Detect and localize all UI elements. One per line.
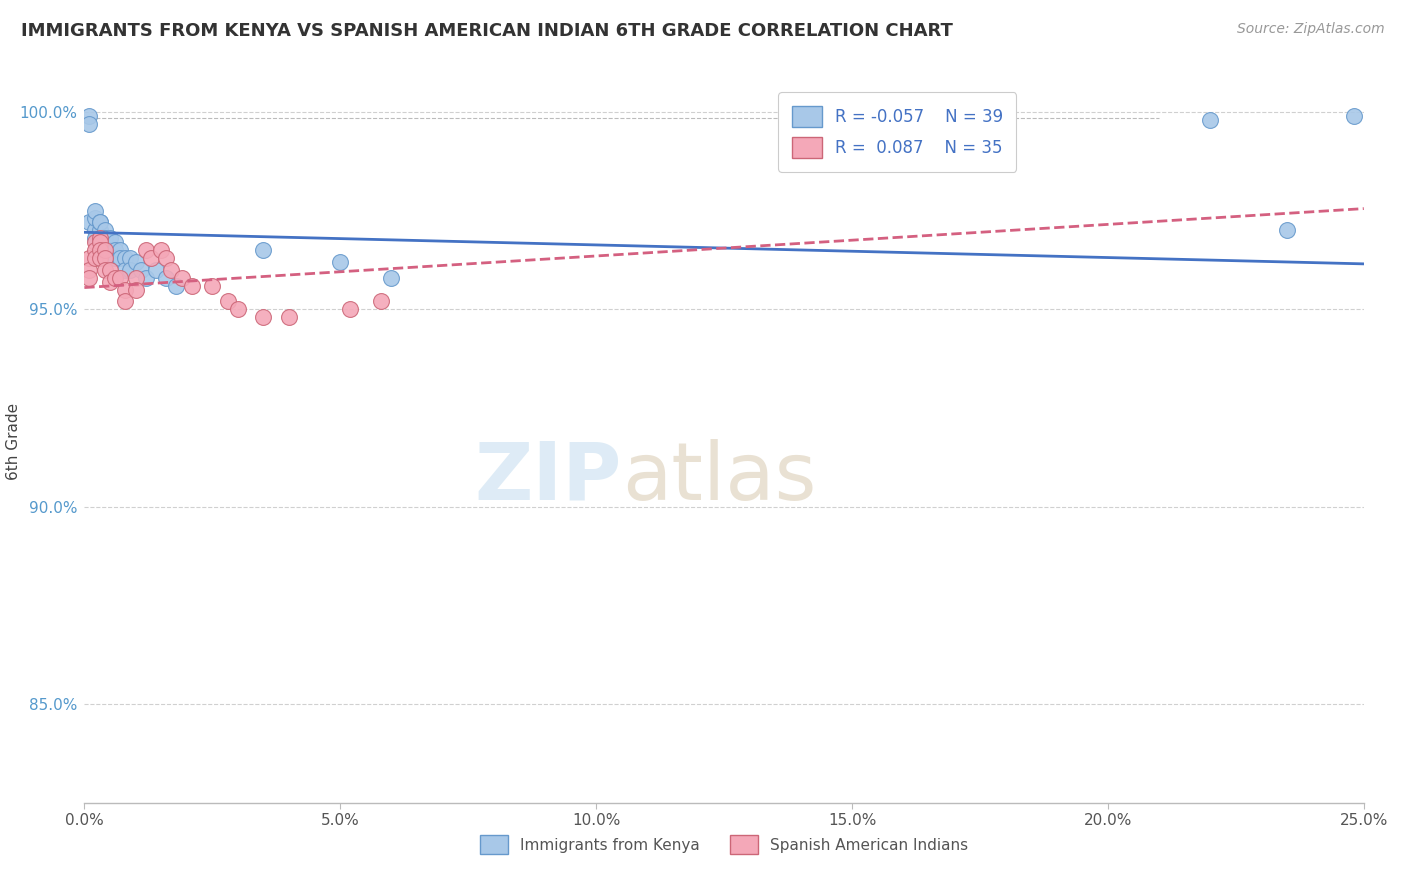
Point <box>160 262 183 277</box>
Point <box>98 251 121 265</box>
Point <box>252 243 274 257</box>
Point <box>104 270 127 285</box>
Point <box>217 294 239 309</box>
Point <box>108 251 131 265</box>
Point <box>94 231 117 245</box>
Point <box>83 235 105 249</box>
Point <box>89 231 111 245</box>
Point <box>89 223 111 237</box>
Point <box>83 251 105 265</box>
Point <box>339 302 361 317</box>
Point <box>155 270 177 285</box>
Point <box>94 243 117 257</box>
Point <box>98 262 121 277</box>
Point <box>278 310 301 325</box>
Point <box>380 270 402 285</box>
Point <box>180 278 202 293</box>
Point <box>89 235 111 249</box>
Point <box>201 278 224 293</box>
Point <box>89 243 111 257</box>
Point <box>108 243 131 257</box>
Point <box>79 262 101 277</box>
Legend: Immigrants from Kenya, Spanish American Indians: Immigrants from Kenya, Spanish American … <box>474 830 974 860</box>
Point <box>155 251 177 265</box>
Point <box>170 270 193 285</box>
Point <box>124 283 146 297</box>
Y-axis label: 6th Grade: 6th Grade <box>7 403 21 480</box>
Point <box>139 251 162 265</box>
Point <box>124 255 146 269</box>
Point <box>89 231 111 245</box>
Point <box>135 243 157 257</box>
Point <box>252 310 274 325</box>
Point <box>89 251 111 265</box>
Point <box>114 294 136 309</box>
Point <box>98 243 121 257</box>
Point <box>329 255 352 269</box>
Point <box>135 270 157 285</box>
Text: atlas: atlas <box>621 439 815 516</box>
Point <box>1343 109 1365 123</box>
Point <box>79 109 101 123</box>
Point <box>98 231 121 245</box>
Point <box>226 302 249 317</box>
Point <box>114 283 136 297</box>
Point <box>83 211 105 226</box>
Point <box>98 275 121 289</box>
Point <box>1199 112 1222 127</box>
Point <box>1275 223 1298 237</box>
Point <box>104 235 127 249</box>
Point <box>114 251 136 265</box>
Text: IMMIGRANTS FROM KENYA VS SPANISH AMERICAN INDIAN 6TH GRADE CORRELATION CHART: IMMIGRANTS FROM KENYA VS SPANISH AMERICA… <box>21 22 953 40</box>
Point <box>83 203 105 218</box>
Point <box>79 251 101 265</box>
Point <box>370 294 392 309</box>
Point <box>79 270 101 285</box>
Point <box>83 243 105 257</box>
Point <box>83 223 105 237</box>
Point <box>79 215 101 229</box>
Point <box>150 243 173 257</box>
Point <box>79 117 101 131</box>
Point <box>94 243 117 257</box>
Point <box>120 262 142 277</box>
Point <box>124 270 146 285</box>
Point <box>120 251 142 265</box>
Point <box>114 262 136 277</box>
Point <box>89 235 111 249</box>
Point <box>104 243 127 257</box>
Point <box>89 215 111 229</box>
Text: Source: ZipAtlas.com: Source: ZipAtlas.com <box>1237 22 1385 37</box>
Point <box>129 262 152 277</box>
Point <box>94 251 117 265</box>
Point <box>145 262 167 277</box>
Point <box>94 262 117 277</box>
Text: ZIP: ZIP <box>474 439 621 516</box>
Point <box>94 223 117 237</box>
Point <box>83 231 105 245</box>
Point <box>166 278 188 293</box>
Point <box>108 270 131 285</box>
Point <box>104 251 127 265</box>
Point <box>89 215 111 229</box>
